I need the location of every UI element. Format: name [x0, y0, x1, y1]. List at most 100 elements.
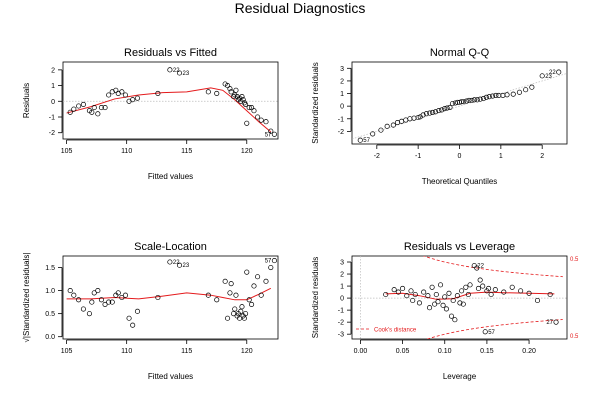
data-point — [239, 304, 245, 310]
cook-level-label: 0.5 — [570, 334, 579, 340]
data-point — [232, 306, 238, 312]
plot-area — [63, 67, 278, 137]
point-label: 23 — [183, 263, 190, 269]
point-label: 22 — [173, 68, 180, 74]
data-point — [420, 112, 426, 118]
data-point — [233, 292, 239, 298]
data-point — [390, 122, 396, 128]
data-point — [446, 290, 452, 296]
data-point — [249, 105, 255, 111]
data-point — [526, 290, 532, 296]
data-point — [463, 284, 469, 290]
y-axis-label: Residuals — [22, 83, 31, 118]
data-point — [244, 120, 250, 126]
x-tick-label: 0.00 — [354, 348, 368, 355]
figure-title: Residual Diagnostics — [234, 0, 366, 16]
data-point — [425, 293, 431, 299]
cooks-distance-curve — [422, 256, 563, 278]
data-point — [488, 291, 494, 298]
smooth-line — [66, 87, 272, 133]
y-tick-label: -1 — [49, 115, 55, 122]
data-point — [95, 288, 101, 294]
data-point — [439, 107, 445, 113]
y-tick-label: 0 — [51, 99, 55, 106]
x-axis-label: Theoretical Quantiles — [422, 177, 498, 186]
data-point — [86, 311, 92, 317]
data-point — [410, 297, 416, 304]
panel-4: Residuals vs Leverage 0.00 0.05 0.10 0.15 0.2… — [311, 241, 579, 381]
data-point — [556, 69, 562, 75]
x-tick-label: 0 — [458, 153, 462, 160]
x-tick-label: 115 — [181, 148, 192, 155]
data-point — [477, 96, 483, 102]
data-point — [113, 87, 119, 93]
data-point — [228, 89, 234, 95]
data-point — [243, 311, 249, 317]
data-point — [378, 127, 384, 133]
data-point — [400, 285, 406, 292]
point-label: 23 — [183, 71, 190, 77]
data-point — [523, 87, 529, 93]
smooth-line — [66, 287, 272, 301]
data-point — [448, 313, 455, 319]
point-label: 27 — [546, 320, 553, 326]
data-point — [225, 83, 231, 89]
data-point — [370, 131, 376, 137]
data-point — [459, 288, 465, 294]
y-tick-label: 1.0 — [45, 288, 55, 295]
plot-frame — [62, 61, 279, 140]
data-point — [176, 262, 183, 268]
plot-frame — [62, 255, 279, 340]
data-point — [469, 97, 475, 104]
y-axis-label: Standardized residuals — [311, 62, 320, 143]
data-point — [263, 278, 269, 284]
data-point — [427, 110, 433, 116]
data-point — [130, 322, 136, 328]
data-point — [477, 277, 483, 283]
data-point — [443, 306, 449, 312]
data-point — [421, 289, 427, 295]
point-label: 57 — [488, 330, 495, 336]
point-label: 22 — [549, 70, 556, 76]
data-point — [231, 94, 237, 100]
x-axis-label: Fitted values — [148, 172, 193, 181]
data-point — [383, 291, 389, 298]
data-point — [500, 92, 506, 98]
data-point — [427, 305, 433, 311]
data-point — [457, 300, 463, 306]
y-tick-label: 0.5 — [45, 311, 55, 318]
data-point — [553, 319, 559, 325]
plot-area — [66, 258, 277, 328]
data-point — [155, 294, 161, 301]
data-point — [394, 120, 401, 126]
data-point — [205, 292, 211, 298]
data-point — [130, 97, 136, 103]
data-point — [444, 105, 450, 111]
qq-reference-line — [352, 73, 567, 140]
data-point — [442, 106, 448, 112]
point-label: 22 — [173, 260, 180, 266]
data-point — [461, 99, 467, 105]
y-tick-label: -1 — [338, 308, 344, 315]
data-point — [102, 105, 108, 111]
data-point — [119, 294, 125, 301]
data-point — [167, 259, 173, 265]
data-point — [465, 291, 471, 298]
data-point — [80, 101, 86, 107]
x-tick-label: 1 — [499, 153, 503, 160]
data-point — [233, 87, 239, 93]
data-point — [411, 115, 417, 121]
data-point — [547, 291, 553, 298]
y-tick-label: -1 — [338, 116, 344, 123]
data-point — [246, 105, 252, 111]
data-point — [529, 84, 535, 90]
x-tick-label: 0.10 — [438, 348, 452, 355]
data-point — [407, 116, 413, 122]
data-point — [155, 90, 161, 96]
data-point — [258, 292, 264, 298]
data-point — [167, 67, 173, 73]
data-point — [102, 301, 108, 307]
data-point — [395, 289, 401, 295]
data-point — [357, 137, 363, 143]
